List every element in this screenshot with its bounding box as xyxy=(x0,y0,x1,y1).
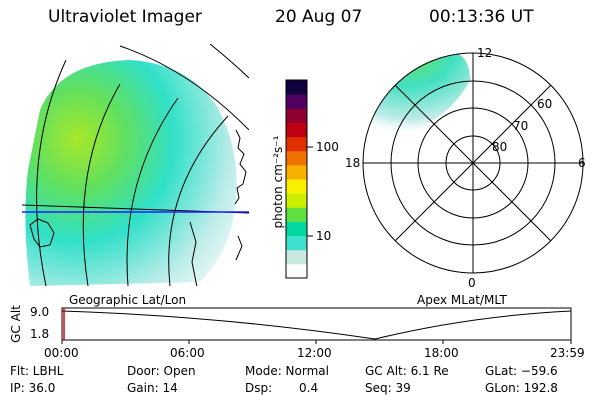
colorbar-segment xyxy=(286,221,307,237)
gcalt-info: GC Alt: 6.1 Re xyxy=(365,364,449,378)
colorbar-segment xyxy=(286,193,307,208)
date-label: 20 Aug 07 xyxy=(275,7,363,27)
time-label: 00:13:36 UT xyxy=(429,7,534,27)
xtick-0000: 00:00 xyxy=(44,346,79,360)
xtick-0600: 06:00 xyxy=(170,346,205,360)
colorbar-segment xyxy=(286,179,307,194)
meridian-line xyxy=(82,83,121,286)
mlat-label-60: 60 xyxy=(537,97,553,111)
mlat-label-80: 80 xyxy=(492,140,508,154)
door-info: Door: Open xyxy=(127,364,196,378)
altitude-curve xyxy=(61,310,572,340)
colorbar-segment xyxy=(286,94,307,109)
meridian-line xyxy=(168,115,229,286)
meridian-line xyxy=(126,97,179,286)
xtick-1200: 12:00 xyxy=(297,346,332,360)
aurora-emission-right xyxy=(363,53,470,146)
colorbar xyxy=(286,80,307,279)
dsp-label: Dsp: xyxy=(245,381,273,395)
colorbar-segment xyxy=(286,235,307,251)
colorbar-segment xyxy=(286,249,307,265)
geographic-label: Geographic Lat/Lon xyxy=(69,293,187,307)
colorbar-segment xyxy=(286,122,307,138)
ip-info: IP: 36.0 xyxy=(10,381,56,395)
colorbar-segment xyxy=(286,150,307,166)
ytick-9: 9.0 xyxy=(30,305,50,319)
colorbar-segment xyxy=(286,80,307,95)
gain-info: Gain: 14 xyxy=(127,381,178,395)
colorbar-tick-100: 100 xyxy=(316,140,339,154)
colorbar-segment xyxy=(286,263,307,279)
mlt-label-12: 12 xyxy=(477,46,493,60)
meridian-line xyxy=(36,59,67,286)
timeline-axis-label: GC Alt xyxy=(9,305,23,343)
colorbar-segment xyxy=(286,108,307,123)
mlt-label-6: 6 xyxy=(578,156,586,170)
apex-label: Apex MLat/MLT xyxy=(417,293,507,307)
seq-info: Seq: 39 xyxy=(365,381,411,395)
glat-info: GLat: −59.6 xyxy=(485,364,558,378)
aurora-emission-left xyxy=(25,60,237,286)
filter-info: Flt: LBHL xyxy=(10,364,64,378)
latitude-line xyxy=(119,45,249,131)
mlt-line xyxy=(394,84,552,242)
colorbar-tick-10: 10 xyxy=(316,229,332,243)
coastline xyxy=(29,218,55,248)
xtick-2359: 23:59 xyxy=(550,346,585,360)
glon-info: GLon: 192.8 xyxy=(485,381,558,395)
xtick-1800: 18:00 xyxy=(424,346,459,360)
colorbar-segment xyxy=(286,207,307,222)
colorbar-segment xyxy=(286,136,307,152)
colorbar-unit-label: photon cm⁻²s⁻¹ xyxy=(271,135,285,229)
latitude-line xyxy=(209,44,249,79)
mlt-label-18: 18 xyxy=(345,156,361,170)
mlat-label-70: 70 xyxy=(513,119,529,133)
ytick-1.8: 1.8 xyxy=(30,327,50,341)
mlt-label-0: 0 xyxy=(468,276,476,290)
timeline-panel xyxy=(61,307,572,341)
coastline xyxy=(235,235,243,261)
dsp-value: 0.4 xyxy=(299,381,319,395)
coastline xyxy=(189,221,198,286)
coastline xyxy=(234,129,247,205)
instrument-title: Ultraviolet Imager xyxy=(48,7,202,27)
mode-info: Mode: Normal xyxy=(245,364,329,378)
colorbar-segment xyxy=(286,164,307,180)
